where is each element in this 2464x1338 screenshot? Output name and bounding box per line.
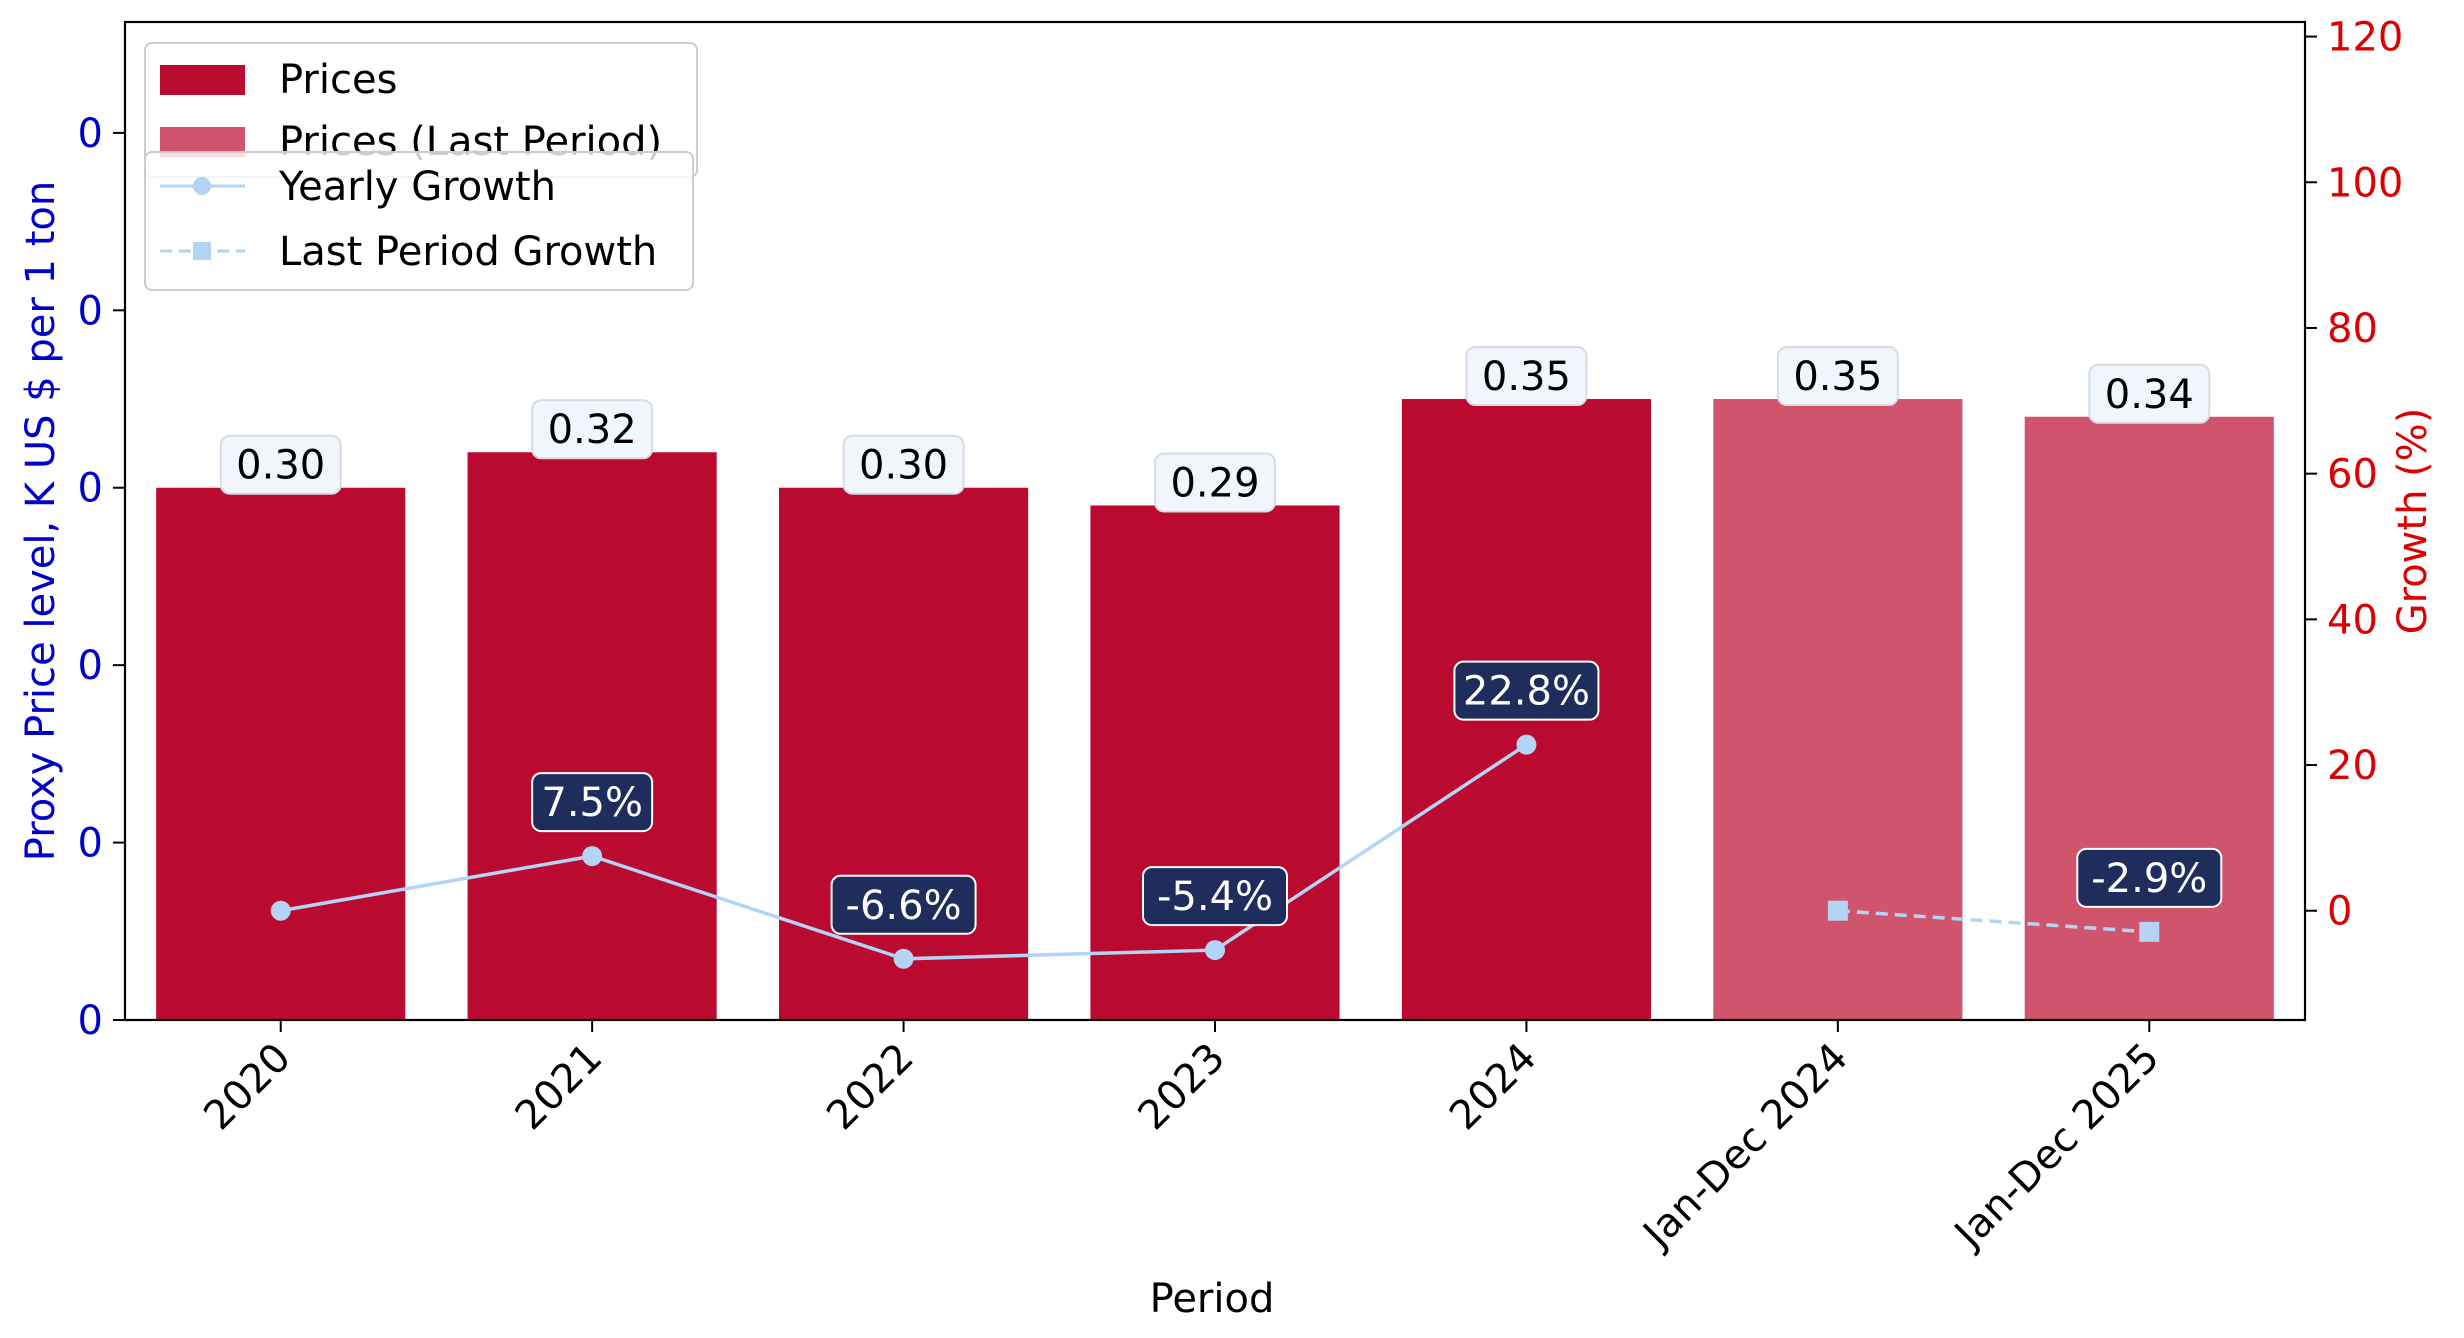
bar-value-label-2024-box xyxy=(1465,346,1588,407)
legend-label-prices: Prices xyxy=(279,57,397,103)
growth-label-jan-dec-2025-box xyxy=(2076,847,2223,908)
left-tick-label: 0 xyxy=(78,998,103,1044)
right-tick-label: 20 xyxy=(2327,743,2378,789)
bar-value-label-2021: 0.32 xyxy=(531,399,654,460)
bar-value-label-jan-dec-2025-box xyxy=(2088,363,2211,424)
legend-label-yearly-growth: Yearly Growth xyxy=(278,164,556,210)
growth-label-jan-dec-2025-text: -2.9% xyxy=(2091,856,2207,902)
bar-value-label-2022-box xyxy=(842,434,965,495)
right-tick-label: 40 xyxy=(2327,597,2378,643)
bar-value-label-jan-dec-2024: 0.35 xyxy=(1776,346,1899,407)
bar-value-label-2021-box xyxy=(531,399,654,460)
right-tick-label: 80 xyxy=(2327,306,2378,352)
point-last-period-growth-jan-dec-2025 xyxy=(2139,921,2160,942)
bar-value-label-2020-text: 0.30 xyxy=(236,443,325,489)
bar-value-label-2022-text: 0.30 xyxy=(859,443,948,489)
growth-label-2024: 22.8% xyxy=(1453,660,1600,721)
bar-value-label-2023-text: 0.29 xyxy=(1170,460,1259,506)
growth-label-2021-box xyxy=(531,772,654,833)
bar-prices-2021 xyxy=(467,452,717,1020)
labels-layer: 0.30 0.32 0.30 0.29 0.35 0.35 0.34 7.5% -6.6% -5.… xyxy=(219,346,2223,935)
x-tick-label-2024: 2024 xyxy=(1441,1035,1546,1140)
growth-label-2023: -5.4% xyxy=(1142,866,1288,927)
growth-label-2022-box xyxy=(830,874,977,935)
growth-label-2023-box xyxy=(1142,866,1288,927)
right-axis: 0 20 40 60 80 100 120 xyxy=(2305,15,2403,935)
left-tick-label: 0 xyxy=(78,288,103,334)
x-axis: 2020 2021 2022 2023 2024 Jan-Dec 2024 Jan-Dec … xyxy=(195,1020,2168,1259)
right-tick-label: 120 xyxy=(2327,15,2403,61)
left-tick-label: 0 xyxy=(78,111,103,157)
bar-value-label-2023-box xyxy=(1154,452,1276,513)
bar-value-label-2023: 0.29 xyxy=(1154,452,1276,513)
left-tick-label: 0 xyxy=(78,821,103,867)
point-yearly-growth-2020 xyxy=(270,900,291,921)
right-tick-label: 60 xyxy=(2327,452,2378,498)
point-yearly-growth-2021 xyxy=(582,846,603,867)
bar-value-label-2020: 0.30 xyxy=(219,434,342,495)
bar-value-label-2021-text: 0.32 xyxy=(548,407,637,453)
left-tick-label: 0 xyxy=(78,643,103,689)
growth-label-2021: 7.5% xyxy=(531,772,654,833)
x-axis-label: Period xyxy=(1150,1276,1275,1322)
growth-label-2024-box xyxy=(1453,660,1600,721)
right-tick-label: 0 xyxy=(2327,889,2352,935)
left-axis: 0 0 0 0 0 0 xyxy=(78,111,125,1044)
lines-layer xyxy=(270,734,2160,969)
growth-label-2022: -6.6% xyxy=(830,874,977,935)
left-axis-label: Proxy Price level, K US $ per 1 ton xyxy=(18,181,64,861)
left-tick-label: 0 xyxy=(78,466,103,512)
legend-growth-frame xyxy=(144,151,694,291)
bar-value-label-2022: 0.30 xyxy=(842,434,965,495)
legend-swatch-prices xyxy=(160,65,245,95)
bar-prices-last-period-jan-dec-2025 xyxy=(2024,416,2274,1021)
growth-label-2022-text: -6.6% xyxy=(846,883,962,929)
bar-prices-2023 xyxy=(1090,505,1340,1020)
right-axis-label: Growth (%) xyxy=(2390,408,2436,635)
bar-prices-2020 xyxy=(156,487,406,1020)
bar-value-label-jan-dec-2025-text: 0.34 xyxy=(2105,372,2194,418)
line-last-period-growth xyxy=(1837,908,2150,934)
x-tick-label-2021: 2021 xyxy=(507,1035,612,1140)
x-tick-label-2022: 2022 xyxy=(818,1035,923,1140)
growth-label-jan-dec-2025: -2.9% xyxy=(2076,847,2223,908)
bar-value-label-2020-box xyxy=(219,434,342,495)
bar-value-label-jan-dec-2024-text: 0.35 xyxy=(1793,354,1882,400)
growth-label-2021-text: 7.5% xyxy=(541,780,643,826)
growth-label-2023-text: -5.4% xyxy=(1157,874,1273,920)
point-yearly-growth-2022 xyxy=(893,948,914,969)
bar-value-label-2024-text: 0.35 xyxy=(1482,354,1571,400)
bar-prices-2022 xyxy=(779,487,1029,1020)
point-yearly-growth-2024 xyxy=(1516,734,1537,755)
right-tick-label: 100 xyxy=(2327,160,2403,206)
growth-label-2024-text: 22.8% xyxy=(1463,669,1590,715)
legend-label-last-period-growth: Last Period Growth xyxy=(279,229,657,275)
legend-marker-last-period-growth xyxy=(193,242,211,260)
x-tick-label-jan-dec-2024: Jan-Dec 2024 xyxy=(1633,1035,1857,1259)
x-tick-label-2023: 2023 xyxy=(1130,1035,1235,1140)
x-tick-label-2020: 2020 xyxy=(195,1035,300,1140)
bar-value-label-jan-dec-2024-box xyxy=(1776,346,1899,407)
bar-value-label-jan-dec-2025: 0.34 xyxy=(2088,363,2211,424)
bar-value-label-2024: 0.35 xyxy=(1465,346,1588,407)
x-tick-label-jan-dec-2025: Jan-Dec 2025 xyxy=(1944,1035,2168,1259)
legend-growth: Yearly Growth Last Period Growth xyxy=(144,151,694,291)
point-yearly-growth-2023 xyxy=(1205,940,1225,961)
bar-prices-last-period-jan-dec-2024 xyxy=(1713,399,1963,1020)
legend-marker-yearly-growth xyxy=(193,177,211,195)
point-last-period-growth-jan-dec-2024 xyxy=(1827,900,1848,921)
